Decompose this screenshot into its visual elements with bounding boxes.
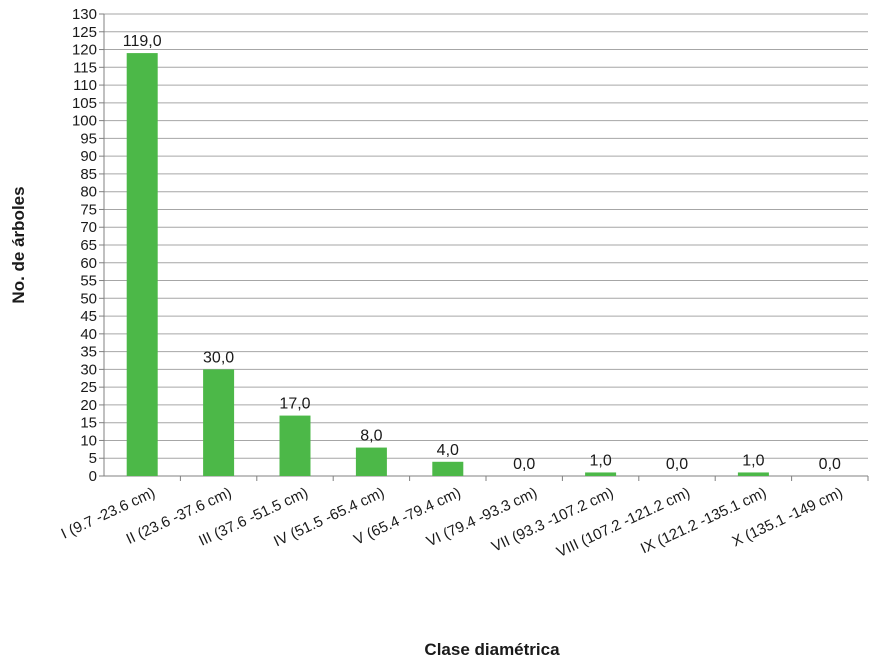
data-label: 30,0 [203,349,234,366]
y-tick-label: 65 [80,237,97,254]
y-axis-ticks: 0510152025303540455055606570758085909510… [72,6,97,485]
y-tick-label: 60 [80,255,97,272]
data-label: 0,0 [819,456,841,473]
y-tick-label: 40 [80,326,97,343]
y-tick-label: 85 [80,166,97,183]
y-tick-label: 115 [73,59,97,76]
bar [737,472,769,476]
y-tick-label: 15 [80,415,97,432]
y-tick-label: 120 [72,42,97,59]
x-category-label: IX (121.2 -135.1 cm) [638,484,769,557]
data-label: 1,0 [589,452,611,469]
bar [355,447,387,476]
gridlines [99,13,868,477]
data-label: 119,0 [123,33,162,50]
bars [126,53,769,476]
y-axis-title: No. de árboles [9,186,28,303]
bar [279,415,311,476]
y-tick-label: 95 [80,130,97,147]
y-tick-label: 50 [80,290,97,307]
data-labels: 119,0 30,0 17,0 8,0 4,0 0,0 1,0 0,0 1,0 0,0 [123,33,841,473]
bar [585,472,617,476]
y-tick-label: 100 [72,113,97,130]
bar [126,53,158,476]
bar [432,461,464,476]
y-tick-label: 30 [80,361,97,378]
data-label: 0,0 [513,456,535,473]
y-tick-label: 35 [80,344,97,361]
y-tick-label: 20 [80,397,97,414]
y-tick-label: 125 [72,24,97,41]
data-label: 8,0 [360,428,382,445]
y-tick-label: 5 [89,450,97,467]
y-tick-label: 0 [89,468,97,485]
y-tick-label: 80 [80,184,97,201]
y-tick-label: 10 [80,432,97,449]
data-label: 17,0 [279,396,310,413]
data-label: 0,0 [666,456,688,473]
y-tick-label: 75 [80,201,97,218]
y-tick-label: 130 [72,6,97,23]
y-tick-label: 110 [73,77,97,94]
y-tick-label: 90 [80,148,97,165]
x-axis-categories: I (9.7 -23.6 cm)II (23.6 -37.6 cm)III (3… [59,476,869,561]
y-tick-label: 55 [80,273,97,290]
data-label: 1,0 [742,452,764,469]
x-axis-title: Clase diamétrica [424,640,560,659]
y-tick-label: 25 [80,379,97,396]
bar [203,369,235,476]
x-category-label: VIII (107.2 -121.2 cm) [554,484,693,561]
y-tick-label: 70 [80,219,97,236]
y-tick-label: 45 [80,308,97,325]
y-tick-label: 105 [72,95,97,112]
data-label: 4,0 [437,442,459,459]
